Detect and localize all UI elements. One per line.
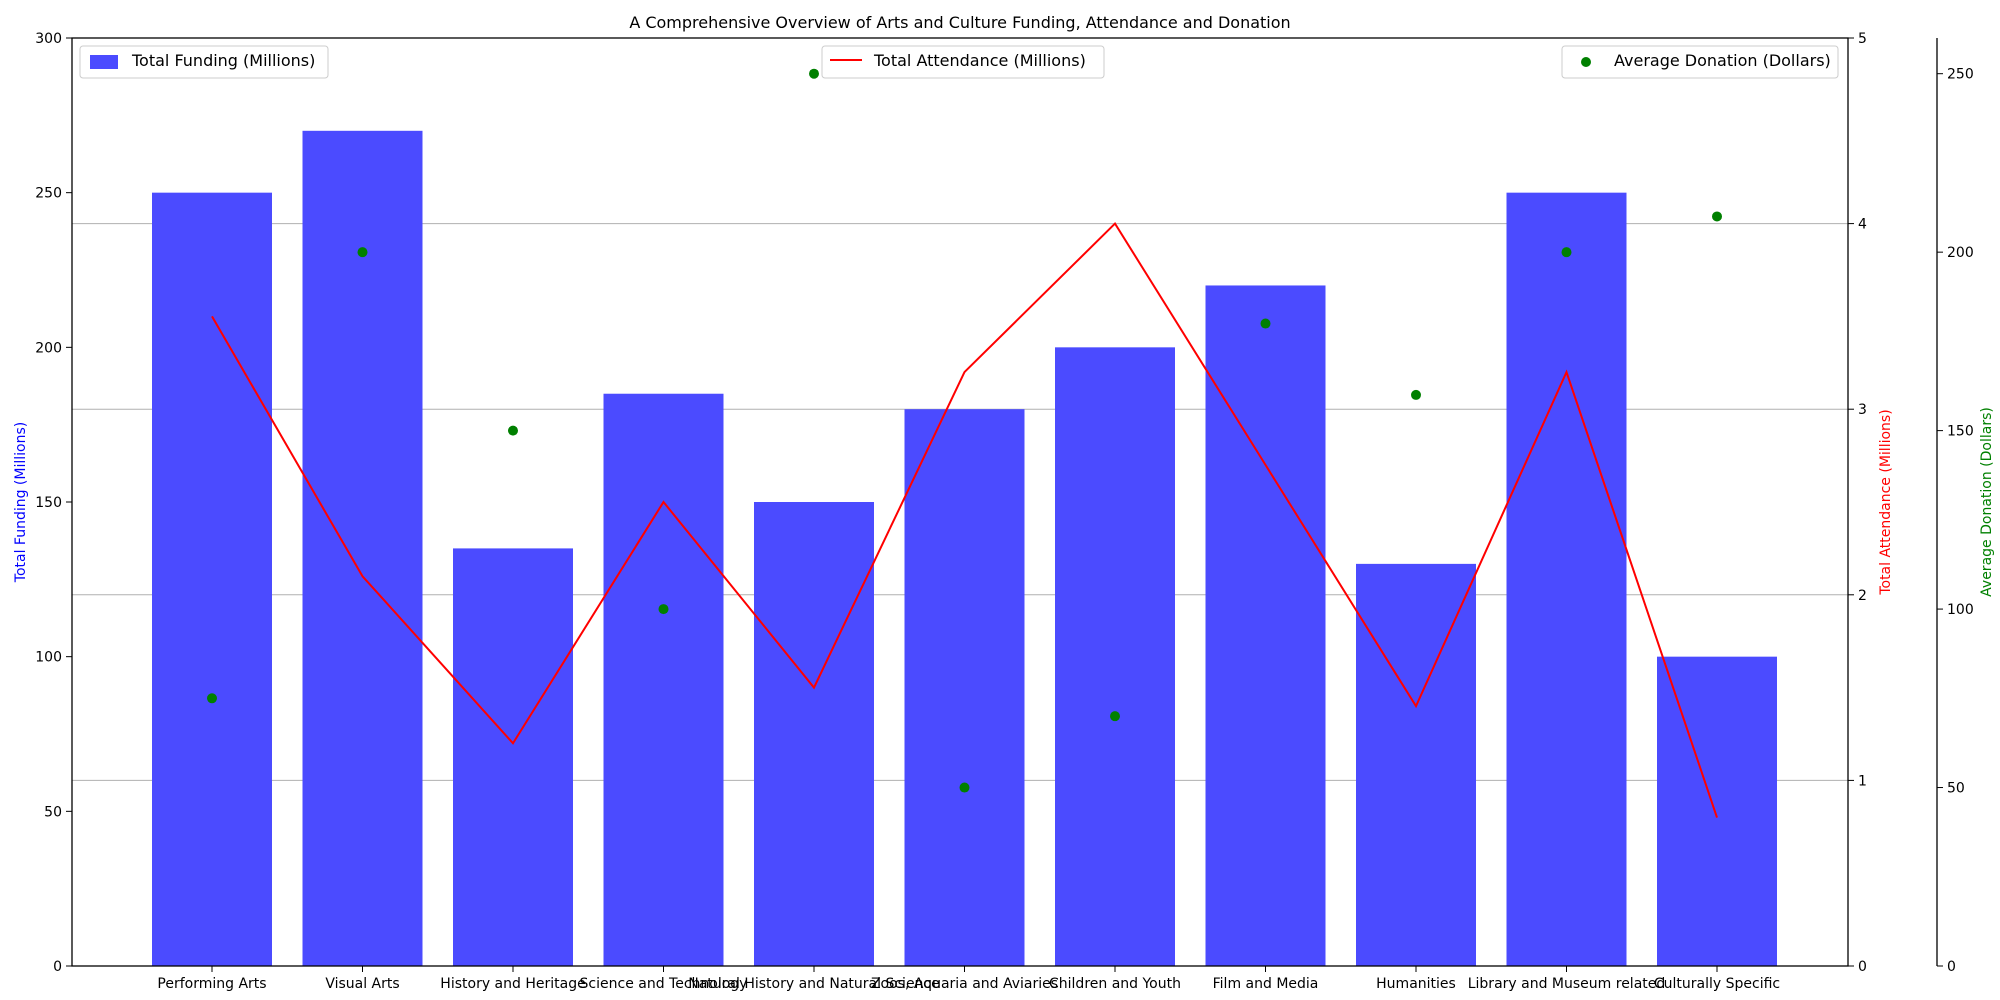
outer-tick-label: 50	[1947, 781, 1965, 797]
right-outer-axis-label: Average Donation (Dollars)	[1979, 407, 1995, 597]
x-tick-label: Science and Technology	[580, 976, 748, 992]
legend-frame	[79, 45, 329, 79]
legends: Total Funding (Millions) Total Attendance…	[79, 45, 1839, 79]
scatter-series	[207, 68, 1722, 793]
donation-point	[1411, 389, 1421, 400]
x-tick-label: Zoos, Aquaria and Aviaries	[871, 976, 1058, 992]
x-tick-label: Humanities	[1376, 976, 1456, 992]
left-tick-label: 0	[53, 959, 62, 975]
legend-swatch	[1581, 57, 1591, 67]
right-tick-label: 1	[1858, 773, 1867, 789]
donation-point	[809, 68, 819, 79]
bar	[1356, 563, 1476, 966]
legend-swatch	[90, 55, 118, 69]
right-tick-label: 3	[1858, 402, 1867, 418]
donation-point	[207, 693, 217, 704]
x-tick-label: Library and Museum related	[1468, 976, 1666, 992]
x-axis: Performing Arts Visual Arts History and He…	[157, 966, 1780, 992]
x-tick-label: Visual Arts	[325, 976, 399, 992]
right-axis: 0 1 2 3 4 5	[1848, 31, 1867, 975]
left-tick-label: 200	[35, 340, 62, 356]
donation-point	[1561, 247, 1572, 258]
x-tick-label: History and Heritage	[440, 976, 585, 992]
legend-frame	[821, 45, 1105, 79]
left-tick-label: 150	[35, 495, 62, 511]
x-tick-label: Natural History and Natural Science	[688, 976, 940, 992]
outer-tick-label: 0	[1947, 959, 1956, 975]
donation-point	[1110, 711, 1120, 722]
legend-line: Total Attendance (Millions)	[821, 45, 1105, 79]
bar	[453, 548, 573, 966]
donation-point	[1712, 211, 1722, 222]
bar	[1506, 192, 1627, 966]
x-tick-label: Performing Arts	[157, 976, 266, 992]
donation-point	[959, 782, 970, 793]
outer-tick-label: 150	[1947, 424, 1974, 440]
donation-point	[508, 425, 518, 436]
right-outer-axis: 0 50 100 150 200 250	[1936, 38, 1974, 975]
bar	[302, 130, 423, 967]
outer-tick-label: 250	[1947, 67, 1974, 83]
bar	[1657, 656, 1777, 966]
right-tick-label: 0	[1858, 959, 1867, 975]
x-tick-label: Film and Media	[1213, 976, 1319, 992]
legend-label: Total Attendance (Millions)	[873, 51, 1086, 70]
bar	[603, 393, 724, 966]
right-tick-label: 4	[1858, 217, 1867, 233]
left-tick-label: 250	[35, 186, 62, 202]
bar	[1055, 347, 1175, 966]
x-tick-label: Culturally Specific	[1654, 976, 1780, 992]
legend-scatter: Average Donation (Dollars)	[1561, 45, 1839, 79]
donation-point	[658, 604, 669, 615]
bar	[152, 192, 272, 966]
right-tick-label: 5	[1858, 31, 1867, 47]
bar	[754, 502, 874, 966]
right-tick-label: 2	[1858, 588, 1867, 604]
chart-title: A Comprehensive Overview of Arts and Cul…	[629, 13, 1290, 32]
legend-label: Total Funding (Millions)	[131, 51, 315, 70]
line-series	[211, 222, 1718, 818]
legend-label: Average Donation (Dollars)	[1614, 51, 1831, 70]
bar-series	[152, 130, 1777, 967]
x-tick-label: Children and Youth	[1049, 976, 1181, 992]
donation-point	[357, 247, 368, 258]
outer-tick-label: 200	[1947, 245, 1974, 261]
left-axis: 0 50 100 150 200 250 300	[35, 31, 72, 975]
outer-tick-label: 100	[1947, 602, 1974, 618]
bar	[904, 409, 1025, 966]
left-tick-label: 300	[35, 31, 62, 47]
bar	[1205, 285, 1326, 966]
legend-frame	[1561, 45, 1839, 79]
left-tick-label: 100	[35, 650, 62, 666]
left-tick-label: 50	[44, 804, 62, 820]
donation-point	[1260, 318, 1271, 329]
left-axis-label: Total Funding (Millions)	[13, 422, 29, 583]
legend-bar: Total Funding (Millions)	[79, 45, 329, 79]
right-axis-label: Total Attendance (Millions)	[1878, 409, 1894, 595]
